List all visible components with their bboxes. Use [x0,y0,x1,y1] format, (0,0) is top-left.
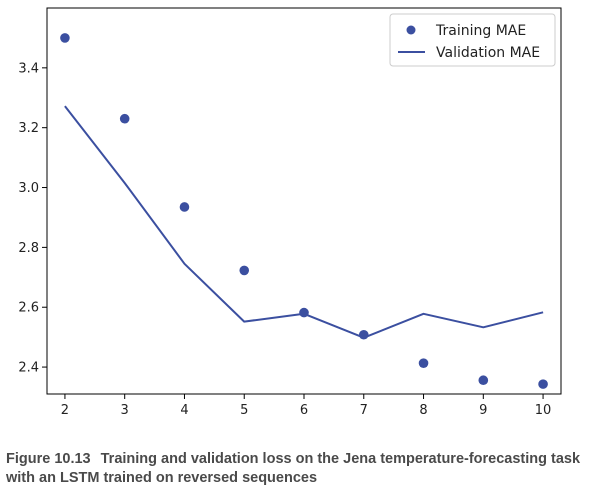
x-tick-label: 9 [479,403,487,418]
figure-label: Figure 10.13 [6,451,91,467]
y-tick-label: 3.0 [18,181,39,196]
legend-box [389,13,556,67]
legend-training-marker [406,25,416,35]
y-tick-label: 2.4 [18,361,39,376]
y-tick-label: 2.6 [18,301,39,316]
y-tick-label: 3.4 [18,61,39,76]
training-mae-point [179,202,190,212]
training-mae-point [239,265,250,276]
x-tick-label: 8 [419,403,427,418]
x-tick-label: 6 [300,403,308,418]
y-tick-label: 3.2 [18,121,39,136]
training-mae-point [538,379,548,389]
loss-chart: 2 3 4 5 6 7 8 9 10 2.4 2.6 2.8 3.0 3.2 3.4 Training MA… [18,7,562,418]
y-tick-label: 2.8 [18,241,39,256]
legend-validation-label: Validation MAE [436,45,540,61]
validation-mae-line [64,105,544,339]
x-tick-label: 10 [535,403,552,418]
x-tick-label: 3 [121,403,129,418]
x-tick-label: 4 [180,403,188,418]
training-mae-point [478,375,489,386]
training-mae-point [418,358,429,368]
training-mae-point [299,307,309,318]
x-tick-label: 2 [61,403,69,418]
legend-training-label: Training MAE [435,23,526,39]
training-mae-point [358,329,369,340]
caption-text: Training and validation loss on the Jena… [6,451,581,486]
training-mae-point [60,33,70,43]
x-tick-label: 5 [240,403,248,418]
chart-marks: 2 3 4 5 6 7 8 9 10 2.4 2.6 2.8 3.0 3.2 3.4 [18,33,551,418]
x-tick-label: 7 [360,403,368,418]
figure-caption: Figure 10.13 Training and validation loss… [6,450,598,488]
legend: Training MAE Validation MAE [389,13,556,67]
training-mae-point [119,113,130,124]
